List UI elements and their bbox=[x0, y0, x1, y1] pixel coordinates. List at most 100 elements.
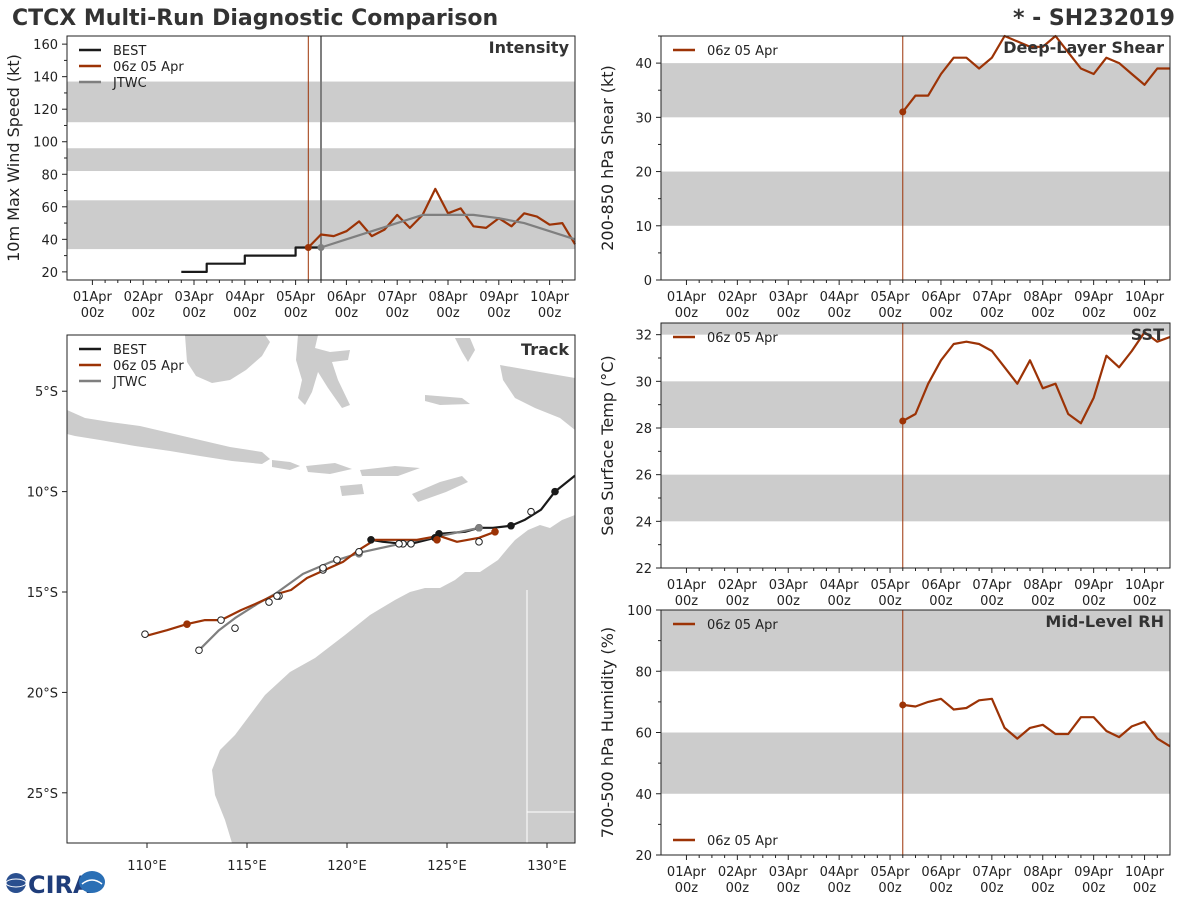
x-tick-hour: 00z bbox=[538, 306, 562, 321]
track-point-run bbox=[319, 564, 327, 572]
x-tick-label: 06Apr bbox=[921, 865, 961, 880]
x-tick-hour: 00z bbox=[1082, 306, 1106, 321]
track-legend-label-jtwc: JTWC bbox=[112, 375, 147, 390]
run-init-point bbox=[899, 417, 907, 425]
y-tick-label: 100 bbox=[33, 136, 58, 151]
y-tick-label: 20 bbox=[41, 266, 58, 281]
x-tick-label: 08Apr bbox=[1023, 865, 1063, 880]
y-tick-label: 100 bbox=[627, 604, 652, 619]
x-tick-hour: 00z bbox=[878, 306, 902, 321]
legend-label-run: 06z 05 Apr bbox=[707, 44, 778, 59]
y-axis-label: 10m Max Wind Speed (kt) bbox=[4, 54, 23, 262]
track-title: Track bbox=[521, 340, 569, 359]
x-tick-label: 01Apr bbox=[73, 290, 113, 305]
x-tick-hour: 00z bbox=[1082, 881, 1106, 896]
x-tick-hour: 00z bbox=[284, 306, 308, 321]
track-y-tick-label: 20°S bbox=[27, 686, 58, 701]
track-point-best bbox=[551, 487, 559, 496]
x-tick-label: 05Apr bbox=[871, 865, 911, 880]
threshold-band bbox=[661, 732, 1170, 794]
land-australia bbox=[212, 515, 575, 843]
x-tick-hour: 00z bbox=[335, 306, 359, 321]
x-tick-hour: 00z bbox=[726, 594, 750, 609]
series-line-jtwc bbox=[320, 213, 576, 249]
y-tick-label: 40 bbox=[41, 233, 58, 248]
y-tick-label: 160 bbox=[33, 38, 58, 53]
track-axes: 110°E 115°E 120°E 125°E 130°E 5°S 10°S 15°S 20°S… bbox=[27, 385, 567, 874]
y-tick-label: 26 bbox=[635, 469, 652, 484]
land-flores bbox=[360, 466, 420, 476]
panel-title: SST bbox=[1131, 325, 1164, 344]
x-tick-hour: 00z bbox=[1133, 594, 1157, 609]
land-maluku bbox=[455, 338, 475, 362]
x-tick-label: 09Apr bbox=[1074, 865, 1114, 880]
track-legend-label-run: 06z 05 Apr bbox=[113, 359, 184, 374]
track-panel: 110°E 115°E 120°E 125°E 130°E 5°S 10°S 15°S 20°S… bbox=[27, 334, 576, 874]
threshold-band bbox=[661, 610, 1170, 672]
track-point-run bbox=[491, 527, 499, 536]
x-tick-label: 06Apr bbox=[921, 290, 961, 305]
track-y-tick-label: 25°S bbox=[27, 787, 58, 802]
x-tick-label: 05Apr bbox=[276, 290, 316, 305]
x-tick-label: 10Apr bbox=[530, 290, 570, 305]
x-tick-hour: 00z bbox=[777, 306, 801, 321]
x-tick-label: 06Apr bbox=[921, 578, 961, 593]
x-tick-hour: 00z bbox=[182, 306, 206, 321]
x-tick-hour: 00z bbox=[1133, 881, 1157, 896]
x-tick-hour: 00z bbox=[726, 881, 750, 896]
y-tick-label: 24 bbox=[635, 515, 652, 530]
land-timor bbox=[412, 476, 468, 502]
threshold-band bbox=[661, 323, 1170, 335]
track-legend-label-best: BEST bbox=[113, 343, 146, 358]
x-tick-label: 03Apr bbox=[174, 290, 214, 305]
threshold-band bbox=[661, 63, 1170, 118]
satellite-icon bbox=[79, 871, 105, 893]
x-tick-hour: 00z bbox=[929, 306, 953, 321]
track-x-tick-label: 110°E bbox=[127, 859, 167, 874]
run-init-point bbox=[899, 108, 907, 116]
y-tick-label: 120 bbox=[33, 103, 58, 118]
x-tick-label: 07Apr bbox=[972, 865, 1012, 880]
land-masses bbox=[67, 335, 575, 843]
page-title: CTCX Multi-Run Diagnostic Comparison bbox=[12, 6, 498, 31]
panel-title: Mid-Level RH bbox=[1045, 612, 1164, 631]
y-tick-label: 30 bbox=[635, 375, 652, 390]
track-point-run bbox=[433, 536, 441, 544]
track-point-jtwc bbox=[265, 598, 273, 606]
x-tick-label: 03Apr bbox=[769, 290, 809, 305]
x-tick-hour: 00z bbox=[777, 594, 801, 609]
x-tick-hour: 00z bbox=[436, 306, 460, 321]
x-tick-label: 09Apr bbox=[479, 290, 519, 305]
track-point-run bbox=[395, 540, 403, 548]
threshold-band bbox=[661, 381, 1170, 428]
series-line-run bbox=[902, 697, 1171, 748]
x-tick-label: 10Apr bbox=[1125, 578, 1165, 593]
x-tick-hour: 00z bbox=[827, 594, 851, 609]
x-tick-label: 02Apr bbox=[718, 290, 758, 305]
run-init-point bbox=[304, 243, 312, 251]
land-java bbox=[67, 410, 270, 464]
y-tick-label: 60 bbox=[41, 201, 58, 216]
x-tick-hour: 00z bbox=[878, 594, 902, 609]
x-tick-label: 03Apr bbox=[769, 865, 809, 880]
legend-label-run: 06z 05 Apr bbox=[707, 331, 778, 346]
x-tick-hour: 00z bbox=[980, 306, 1004, 321]
x-tick-label: 04Apr bbox=[820, 578, 860, 593]
y-axis-label: 700-500 hPa Humidity (%) bbox=[598, 627, 617, 838]
x-tick-hour: 00z bbox=[487, 306, 511, 321]
y-axis-label: 200-850 hPa Shear (kt) bbox=[598, 65, 617, 251]
series-line-run bbox=[307, 187, 576, 249]
x-tick-hour: 00z bbox=[777, 881, 801, 896]
track-x-tick-label: 130°E bbox=[527, 859, 567, 874]
y-tick-label: 20 bbox=[635, 849, 652, 864]
intensity-panel: 2040608010012014016001Apr00z02Apr00z03Ap… bbox=[4, 35, 576, 321]
y-tick-label: 140 bbox=[33, 71, 58, 86]
x-tick-hour: 00z bbox=[1031, 881, 1055, 896]
y-tick-label: 22 bbox=[635, 562, 652, 577]
x-tick-hour: 00z bbox=[386, 306, 410, 321]
x-tick-label: 07Apr bbox=[972, 578, 1012, 593]
track-point-run bbox=[141, 630, 149, 638]
track-point-run bbox=[183, 620, 191, 628]
x-tick-hour: 00z bbox=[132, 306, 156, 321]
